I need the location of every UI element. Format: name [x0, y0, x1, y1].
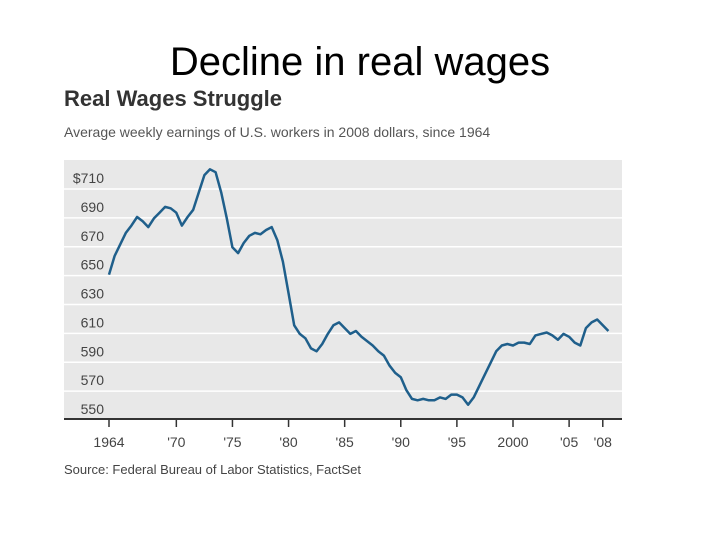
x-tick-label: '90 [392, 434, 410, 450]
x-tick-label: '95 [448, 434, 466, 450]
x-tick-label: 2000 [497, 434, 528, 450]
wages-series-line [107, 168, 610, 406]
y-tick-label: 550 [81, 401, 105, 417]
x-tick-label: '80 [279, 434, 297, 450]
plot-background [64, 160, 622, 419]
x-tick-label: '08 [594, 434, 612, 450]
y-tick-label: 630 [81, 286, 105, 302]
y-tick-label: 590 [81, 343, 105, 359]
x-tick-label: '05 [560, 434, 578, 450]
x-axis-ticks: 1964 '70 '75 '80 '85 '90 '95 2000 '05 '08 [93, 419, 612, 450]
slide-title: Decline in real wages [169, 40, 551, 84]
y-axis-ticks: $710 690 670 650 630 610 590 570 550 [73, 170, 104, 417]
x-tick-label: '75 [223, 434, 241, 450]
chart-subtitle: Average weekly earnings of U.S. workers … [64, 124, 491, 140]
y-tick-label: $710 [73, 170, 104, 186]
x-tick-label: '70 [167, 434, 185, 450]
y-tick-label: 650 [81, 257, 105, 273]
y-tick-label: 690 [81, 199, 105, 215]
y-tick-label: 670 [81, 228, 105, 244]
chart-title: Real Wages Struggle [64, 86, 283, 111]
y-tick-label: 570 [81, 372, 105, 388]
y-tick-label: 610 [81, 314, 105, 330]
x-tick-label: '85 [336, 434, 354, 450]
x-tick-label: 1964 [93, 434, 124, 450]
chart-source: Source: Federal Bureau of Labor Statisti… [64, 462, 361, 477]
